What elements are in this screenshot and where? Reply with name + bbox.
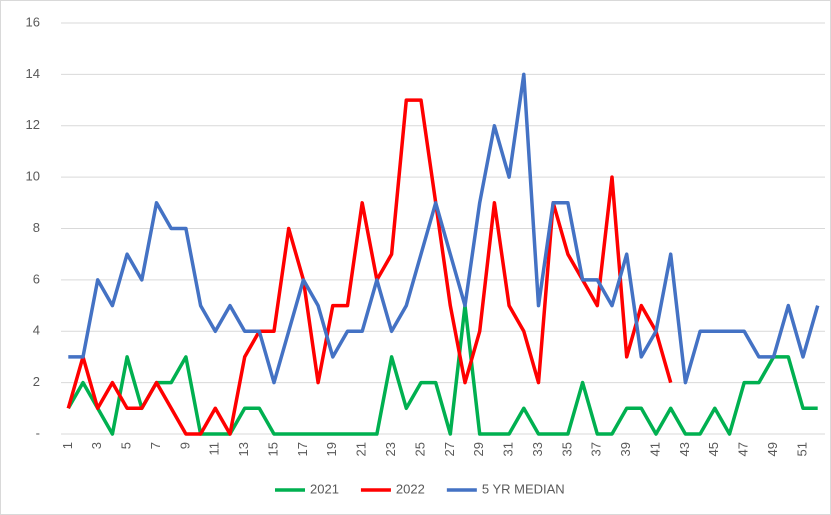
y-tick-label: 8: [33, 220, 40, 235]
y-tick-label: 16: [26, 14, 40, 29]
legend-label: 2022: [396, 481, 425, 496]
x-tick-label: 9: [177, 442, 192, 449]
x-tick-label: 25: [412, 442, 427, 456]
x-tick-label: 41: [647, 442, 662, 456]
x-tick-label: 5: [119, 442, 134, 449]
legend-label: 5 YR MEDIAN: [482, 481, 565, 496]
x-tick-label: 45: [706, 442, 721, 456]
x-tick-label: 51: [794, 442, 809, 456]
x-tick-label: 39: [618, 442, 633, 456]
x-tick-label: 33: [530, 442, 545, 456]
x-tick-label: 37: [589, 442, 604, 456]
legend-label: 2021: [310, 481, 339, 496]
series-line: [66, 303, 818, 436]
y-tick-label: 12: [26, 117, 40, 132]
x-tick-label: 1: [60, 442, 75, 449]
x-tick-label: 23: [383, 442, 398, 456]
y-tick-label: 10: [26, 169, 40, 184]
series-line: [66, 98, 673, 436]
x-tick-label: 35: [559, 442, 574, 456]
series-line: [68, 72, 820, 385]
x-tick-label: 21: [354, 442, 369, 456]
y-tick-label: 14: [26, 66, 40, 81]
x-tick-label: 11: [207, 442, 222, 456]
x-tick-label: 7: [148, 442, 163, 449]
x-tick-label: 3: [89, 442, 104, 449]
x-tick-label: 17: [295, 442, 310, 456]
x-tick-label: 47: [736, 442, 751, 456]
x-tick-label: 27: [442, 442, 457, 456]
y-tick-label: -: [36, 425, 40, 440]
x-tick-label: 13: [236, 442, 251, 456]
x-tick-label: 31: [501, 442, 516, 456]
x-tick-label: 43: [677, 442, 692, 456]
y-tick-label: 6: [33, 271, 40, 286]
y-tick-label: 4: [33, 323, 40, 338]
x-tick-label: 19: [324, 442, 339, 456]
x-tick-label: 49: [765, 442, 780, 456]
y-tick-label: 2: [33, 374, 40, 389]
x-tick-label: 15: [265, 442, 280, 456]
x-tick-label: 29: [471, 442, 486, 456]
